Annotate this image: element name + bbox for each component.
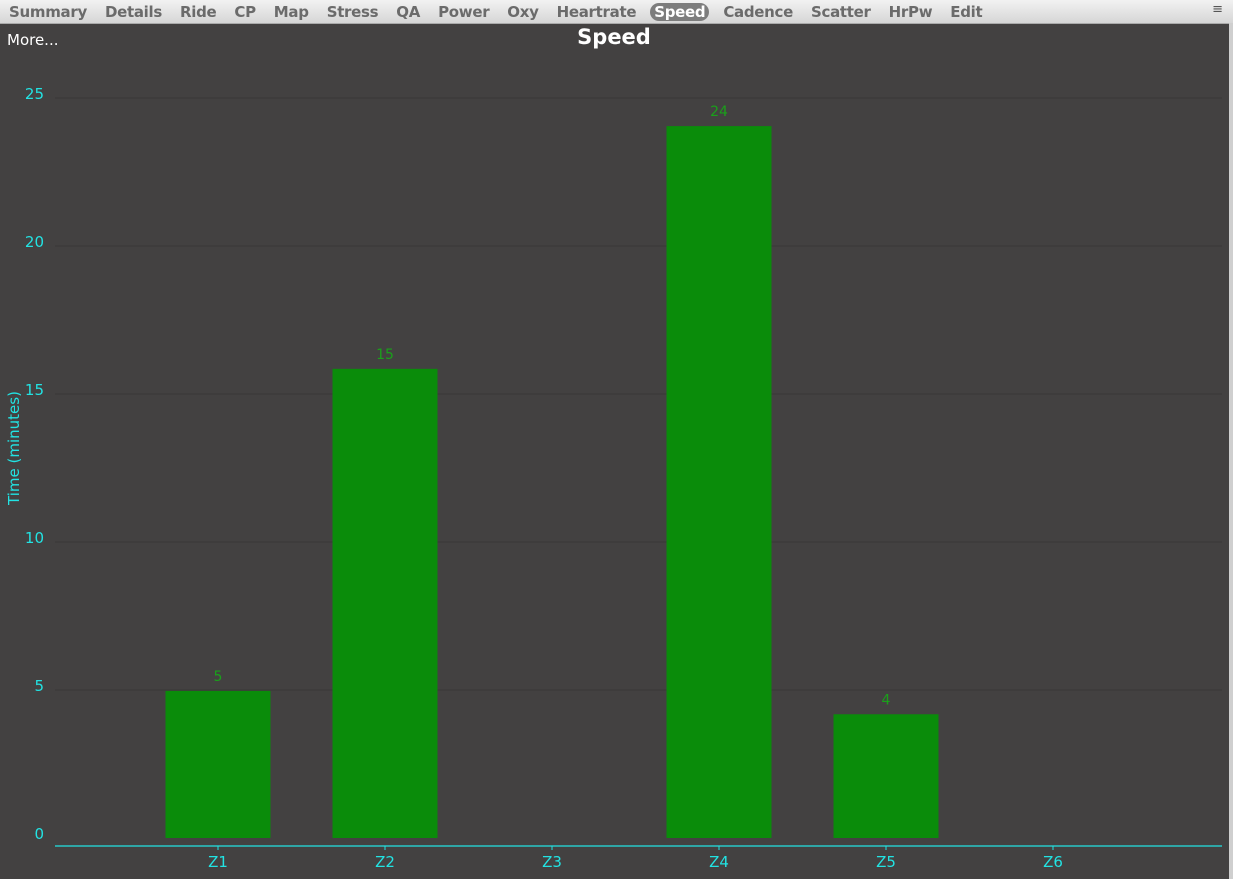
more-button[interactable]: More... bbox=[7, 31, 59, 49]
tab-hrpw[interactable]: HrPw bbox=[888, 2, 933, 21]
x-tick-label: Z1 bbox=[208, 853, 228, 871]
bar-z1 bbox=[165, 690, 271, 838]
x-tick-label: Z4 bbox=[709, 853, 729, 871]
tab-heartrate[interactable]: Heartrate bbox=[556, 2, 637, 21]
scrollbar[interactable] bbox=[1229, 23, 1233, 879]
y-tick-label: 10 bbox=[25, 529, 44, 547]
y-axis-label: Time (minutes) bbox=[5, 391, 23, 506]
data-label: 4 bbox=[882, 692, 891, 708]
y-tick-label: 5 bbox=[34, 677, 44, 695]
tab-speed[interactable]: Speed bbox=[650, 2, 710, 21]
chart-title: Speed bbox=[577, 25, 651, 49]
tab-stress[interactable]: Stress bbox=[326, 2, 379, 21]
tab-map[interactable]: Map bbox=[273, 2, 309, 21]
tab-summary[interactable]: Summary bbox=[9, 2, 87, 21]
data-label: 5 bbox=[214, 669, 223, 685]
bar-z4 bbox=[666, 126, 772, 839]
bar-z2 bbox=[332, 368, 438, 838]
tab-bar: Summary Details Ride CP Map Stress QA Power Oxy H… bbox=[0, 0, 1233, 24]
tab-power[interactable]: Power bbox=[438, 2, 490, 21]
tab-details[interactable]: Details bbox=[104, 2, 162, 21]
bar-z5 bbox=[833, 714, 939, 838]
data-label: 15 bbox=[376, 347, 394, 363]
tab-scatter[interactable]: Scatter bbox=[811, 2, 871, 21]
x-tick-label: Z6 bbox=[1043, 853, 1063, 871]
data-label: 24 bbox=[710, 104, 728, 120]
tab-edit[interactable]: Edit bbox=[950, 2, 983, 21]
hamburger-menu-icon[interactable]: ≡ bbox=[1212, 2, 1223, 17]
y-tick-label: 25 bbox=[25, 85, 44, 103]
tab-ride[interactable]: Ride bbox=[179, 2, 217, 21]
y-tick-label: 15 bbox=[25, 381, 44, 399]
tab-qa[interactable]: QA bbox=[396, 2, 421, 21]
tab-cp[interactable]: CP bbox=[234, 2, 256, 21]
y-tick-label: 0 bbox=[34, 825, 44, 843]
x-tick-label: Z3 bbox=[542, 853, 562, 871]
tab-oxy[interactable]: Oxy bbox=[507, 2, 539, 21]
tab-cadence[interactable]: Cadence bbox=[723, 2, 794, 21]
x-tick-label: Z2 bbox=[375, 853, 395, 871]
x-tick-label: Z5 bbox=[876, 853, 896, 871]
y-tick-label: 20 bbox=[25, 233, 44, 251]
